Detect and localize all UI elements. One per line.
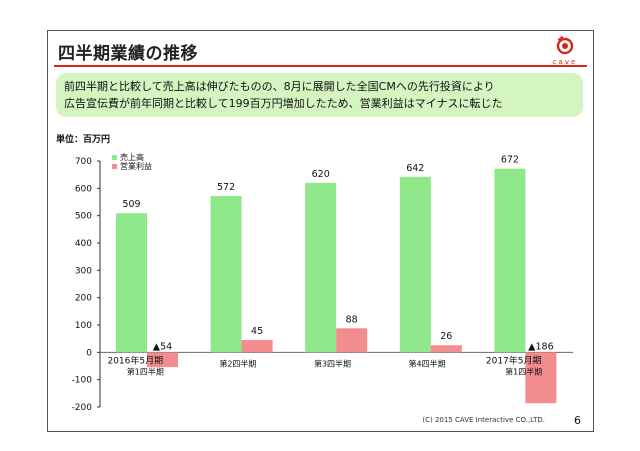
y-tick-label: 600 [75, 184, 92, 194]
x-tick-label: 第2四半期 [219, 358, 256, 368]
profit-value-label: ▲54 [153, 341, 172, 352]
y-tick-label: 200 [75, 294, 92, 304]
y-tick-label: -100 [72, 376, 93, 386]
x-tick-label: 第3四半期 [314, 358, 351, 368]
summary-banner: 前四半期と比較して売上高は伸びたものの、8月に展開した全国CMへの先行投資により… [56, 73, 583, 117]
legend-swatch [112, 155, 117, 160]
y-tick-label: 400 [75, 239, 92, 249]
legend-label: 営業利益 [120, 161, 152, 171]
sales-value-label: 642 [406, 163, 424, 174]
banner-line-1: 前四半期と比較して売上高は伸びたものの、8月に展開した全国CMへの先行投資により [64, 80, 495, 93]
x-tick-label-year: 2016年5月期 [107, 354, 163, 366]
profit-bar [525, 352, 557, 404]
cave-logo: cave [545, 35, 585, 66]
logo-text: cave [552, 58, 578, 66]
y-tick-label: 700 [75, 157, 92, 167]
quarterly-chart: 単位：百万円 700 600 500 400 300 200 100 0 -100 -200 509 ▲… [56, 133, 573, 413]
sales-value-label: 509 [122, 199, 140, 210]
y-tick-label: 300 [75, 266, 92, 276]
profit-bar [336, 328, 368, 353]
banner-line-2: 広告宣伝費が前年同期と比較して199百万円増加したため、営業利益はマイナスに転じ… [64, 97, 503, 110]
x-tick-label-quarter: 第1四半期 [505, 366, 542, 376]
y-tick-label: 500 [75, 212, 92, 222]
page-title: 四半期業績の推移 [58, 44, 198, 64]
x-tick-label-year: 2017年5月期 [486, 354, 542, 366]
y-tick-label: 100 [75, 321, 92, 331]
slide: 四半期業績の推移 cave 前四半期と比較して売上高は伸びたものの、8月に展開し… [47, 30, 594, 432]
page-number: 6 [574, 414, 581, 427]
sales-value-label: 672 [501, 155, 519, 166]
title-divider [54, 65, 587, 67]
profit-value-label: 88 [346, 314, 358, 325]
profit-bar [241, 340, 273, 353]
x-tick-label-quarter: 第1四半期 [127, 366, 164, 376]
x-tick-label: 第4四半期 [409, 358, 446, 368]
legend-swatch [112, 164, 117, 169]
profit-bar [430, 345, 462, 353]
sales-bar [116, 213, 147, 353]
copyright-footer: (C) 2015 CAVE Interactive CO.,LTD. [422, 416, 545, 424]
profit-value-label: 26 [440, 331, 452, 342]
sales-bar [494, 168, 526, 353]
y-tick-label: 0 [86, 348, 92, 358]
sales-value-label: 572 [217, 182, 235, 193]
profit-value-label: ▲186 [528, 341, 553, 352]
sales-bar [210, 195, 242, 353]
cave-logo-icon [556, 35, 574, 55]
sales-bar [305, 182, 337, 353]
profit-value-label: 45 [251, 326, 263, 337]
unit-label: 単位：百万円 [56, 133, 110, 145]
sales-bar [399, 176, 431, 353]
sales-value-label: 620 [312, 169, 330, 180]
profit-bar [147, 352, 178, 368]
y-tick-label: -200 [72, 403, 93, 413]
legend-label: 売上高 [120, 152, 144, 162]
